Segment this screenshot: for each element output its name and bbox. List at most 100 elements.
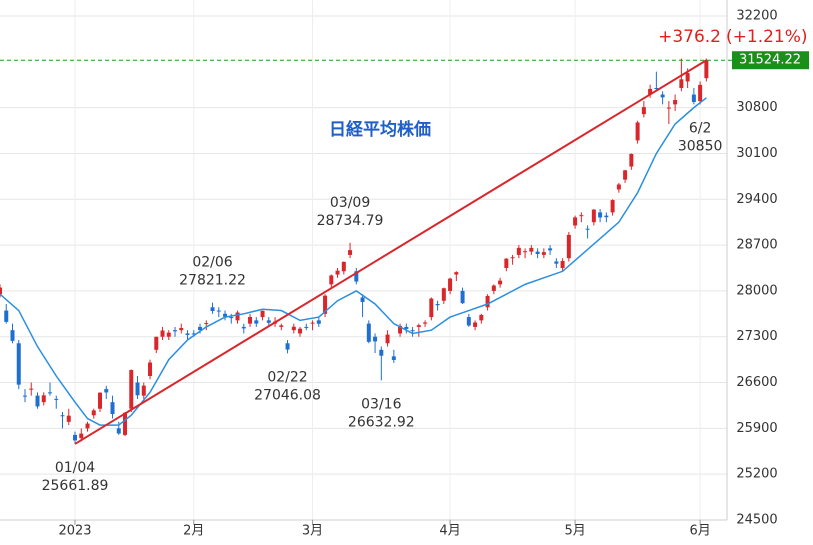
x-tick-label: 5月 <box>564 524 585 539</box>
candle-body <box>279 325 284 327</box>
candle-body <box>666 107 671 109</box>
y-tick-label: 30100 <box>736 146 777 161</box>
annotation-date: 6/2 <box>689 120 712 136</box>
candle-body <box>460 290 465 304</box>
candle-body <box>85 423 90 429</box>
candle-body <box>160 330 165 337</box>
candle-body <box>154 336 159 350</box>
candle-body <box>560 260 565 268</box>
candle-body <box>616 184 621 190</box>
x-tick-label: 2023 <box>58 524 91 539</box>
candle-body <box>429 298 434 318</box>
annotation-value: 27821.22 <box>179 273 246 289</box>
candle-body <box>404 326 409 329</box>
candle-body <box>198 326 203 331</box>
candle-body <box>629 153 634 167</box>
candle-body <box>641 107 646 115</box>
candle-body <box>260 310 265 318</box>
candle-body <box>623 170 628 180</box>
candle-body <box>48 392 53 394</box>
candle-body <box>635 122 640 141</box>
candle-body <box>673 100 678 105</box>
change-pct: (+1.21%) <box>726 27 808 47</box>
candle-body <box>23 395 28 397</box>
annotation-value: 25661.89 <box>42 478 109 494</box>
candle-body <box>579 215 584 217</box>
candle-body <box>216 310 221 312</box>
y-tick-label: 29400 <box>736 192 777 207</box>
candle-body <box>366 323 371 342</box>
candle-body <box>354 271 359 282</box>
candle-body <box>323 295 328 314</box>
y-tick-label: 27300 <box>736 329 777 344</box>
candle-body <box>423 322 428 324</box>
annotation-date: 03/16 <box>361 396 401 412</box>
candle-body <box>248 316 253 324</box>
x-tick-label: 6月 <box>689 524 710 539</box>
candle-body <box>223 313 228 317</box>
candle-body <box>529 247 534 252</box>
y-tick-label: 26600 <box>736 375 777 390</box>
y-tick-label: 24500 <box>736 513 777 528</box>
last-price-label: 31524.22 <box>739 53 801 68</box>
candle-body <box>141 385 146 396</box>
candle-body <box>60 415 65 417</box>
candle-body <box>485 295 490 308</box>
candle-body <box>135 382 140 396</box>
annotation-value: 26632.92 <box>348 414 415 430</box>
candle-body <box>360 297 365 302</box>
y-tick-label: 30800 <box>736 100 777 115</box>
candle-body <box>610 200 615 213</box>
candle-body <box>266 320 271 323</box>
candle-body <box>648 88 653 95</box>
candle-body <box>335 270 340 275</box>
y-tick-label: 25200 <box>736 467 777 482</box>
candle-body <box>66 415 71 422</box>
candle-body <box>173 330 178 332</box>
candle-body <box>591 209 596 223</box>
candle-body <box>573 217 578 226</box>
candle-body <box>310 322 315 324</box>
candle-body <box>504 258 509 268</box>
candle-body <box>285 343 290 350</box>
candle-body <box>73 434 78 441</box>
candle-body <box>691 94 696 102</box>
candle-body <box>148 362 153 376</box>
change: +376.2 <box>658 27 721 47</box>
candle-body <box>566 234 571 259</box>
candle-body <box>191 333 196 335</box>
candle-body <box>91 410 96 416</box>
candle-body <box>348 250 353 255</box>
candle-body <box>235 312 240 321</box>
overlay: 01/04 25661.89 02/06 27821.22 02/22 27046.08 0… <box>42 120 723 494</box>
candle-body <box>685 73 690 82</box>
candle-body <box>379 349 384 356</box>
candle-body <box>4 310 9 322</box>
trend-line <box>74 59 707 445</box>
chart-title: 日経平均株価 <box>329 119 431 140</box>
candle-body <box>473 322 478 327</box>
candle-body <box>391 356 396 360</box>
annotation-value: 30850 <box>678 138 723 154</box>
annotation-date: 02/06 <box>192 255 232 271</box>
candle-body <box>585 228 590 230</box>
x-tick-label: 4月 <box>439 524 460 539</box>
candle-body <box>604 215 609 218</box>
x-tick-label: 3月 <box>302 524 323 539</box>
candle-body <box>541 252 546 255</box>
candle-body <box>41 395 46 403</box>
candle-body <box>210 307 215 312</box>
annotation-date: 02/22 <box>267 369 307 385</box>
candle-body <box>510 257 515 259</box>
annotation-value: 28734.79 <box>317 213 384 229</box>
candle-body <box>398 325 403 334</box>
y-tick-label: 28700 <box>736 238 777 253</box>
candle-body <box>204 323 209 325</box>
candle-body <box>373 336 378 342</box>
candle-body <box>10 330 15 341</box>
candle-body <box>466 317 471 326</box>
candle-body <box>116 428 121 434</box>
candle-body <box>104 389 109 393</box>
